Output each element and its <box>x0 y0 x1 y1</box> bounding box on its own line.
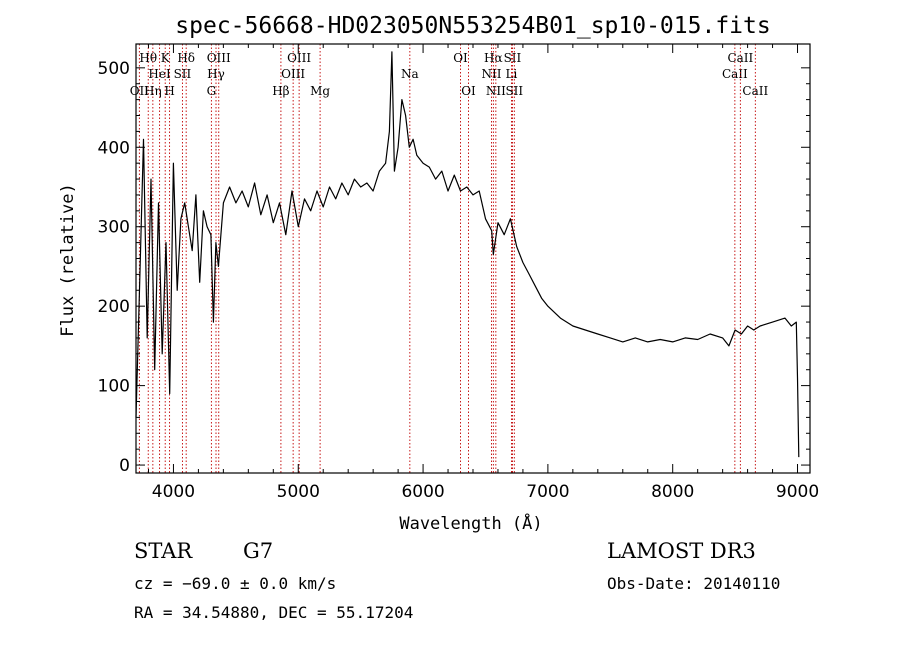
spectral-line-label: SII <box>505 84 523 98</box>
axes-frame <box>135 43 811 474</box>
spectral-line-label: Hγ <box>207 67 225 81</box>
x-tick-label: 5000 <box>277 482 320 502</box>
spectral-line-label: Li <box>506 67 518 81</box>
spectral-line-label: Hη <box>144 84 162 98</box>
spectral-line-label: H <box>164 84 174 98</box>
subclass: G7 <box>243 539 274 563</box>
spectral-line-label: OIII <box>207 51 231 65</box>
redshift-velocity: cz = −69.0 ± 0.0 km/s <box>134 574 337 593</box>
spectral-line-label: OI <box>453 51 468 65</box>
spectral-line-label: NII <box>481 67 501 81</box>
spectral-line-label: OI <box>461 84 476 98</box>
spectral-line-label: CaII <box>722 67 748 81</box>
x-tick-label: 8000 <box>651 482 694 502</box>
spectral-line-label: HeI <box>148 67 171 81</box>
spectral-line-label: G <box>207 84 217 98</box>
y-tick-label: 0 <box>119 456 130 476</box>
spectral-line-label: OIII <box>287 51 311 65</box>
spectral-line-label: Hθ <box>139 51 157 65</box>
axis-ticks: 4000 5000 6000 7000 8000 9000 0 100 200 300 400 500 <box>98 44 819 502</box>
y-tick-label: 100 <box>98 377 130 397</box>
spectral-line-label: Hα <box>484 51 503 65</box>
x-tick-label: 7000 <box>526 482 569 502</box>
y-tick-label: 200 <box>98 297 130 317</box>
x-tick-label: 9000 <box>776 482 819 502</box>
spectral-line-label: SII <box>174 67 192 81</box>
x-axis-label: Wavelength (Å) <box>399 512 542 534</box>
y-tick-label: 300 <box>98 218 130 238</box>
spectral-line-label: OII <box>130 84 150 98</box>
spectral-line-label: Hβ <box>272 84 289 98</box>
spectral-line-markers: HθOIIHηHeIKHSIIHδGHγOIIIHβOIIIOIIIMgNaOI… <box>130 44 768 473</box>
spectral-line-label: CaII <box>742 84 768 98</box>
spectral-line-label: Na <box>401 67 419 81</box>
y-tick-label: 500 <box>98 59 130 79</box>
coordinates: RA = 34.54880, DEC = 55.17204 <box>134 603 414 622</box>
object-class: STAR <box>134 539 193 563</box>
survey-name: LAMOST DR3 <box>607 539 756 563</box>
spectral-line-label: Hδ <box>177 51 195 65</box>
chart-title: spec-56668-HD023050N553254B01_sp10-015.f… <box>175 13 770 39</box>
spectral-line-label: SII <box>504 51 522 65</box>
spectral-line-label: Mg <box>310 84 330 98</box>
spectral-line-label: OIII <box>281 67 305 81</box>
y-tick-label: 400 <box>98 138 130 158</box>
y-axis-label: Flux (relative) <box>58 183 78 337</box>
spectral-line-label: K <box>161 51 171 65</box>
x-tick-label: 4000 <box>152 482 195 502</box>
flux-series-line <box>135 51 800 458</box>
x-tick-label: 6000 <box>401 482 444 502</box>
spectral-line-label: NII <box>486 84 506 98</box>
spectral-line-label: CaII <box>727 51 753 65</box>
observation-date: Obs-Date: 20140110 <box>607 574 781 593</box>
